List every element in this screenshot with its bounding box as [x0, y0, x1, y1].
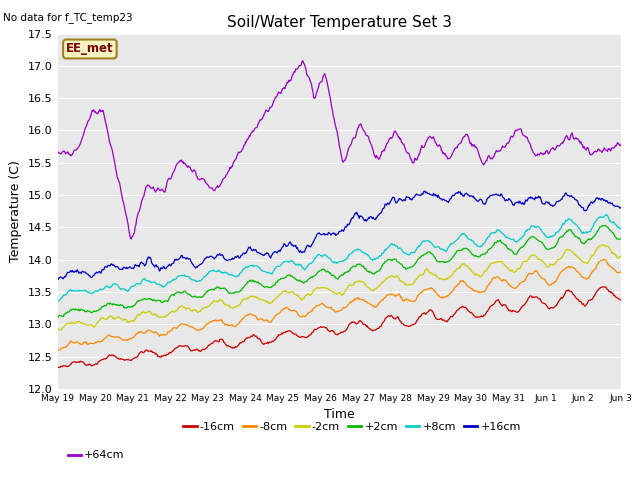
Legend: +64cm: +64cm [63, 446, 129, 465]
Legend: -16cm, -8cm, -2cm, +2cm, +8cm, +16cm: -16cm, -8cm, -2cm, +2cm, +8cm, +16cm [179, 417, 525, 436]
Text: EE_met: EE_met [66, 42, 114, 56]
Y-axis label: Temperature (C): Temperature (C) [10, 160, 22, 262]
X-axis label: Time: Time [324, 408, 355, 421]
Text: No data for f_TC_temp23: No data for f_TC_temp23 [3, 12, 133, 23]
Title: Soil/Water Temperature Set 3: Soil/Water Temperature Set 3 [227, 15, 452, 30]
